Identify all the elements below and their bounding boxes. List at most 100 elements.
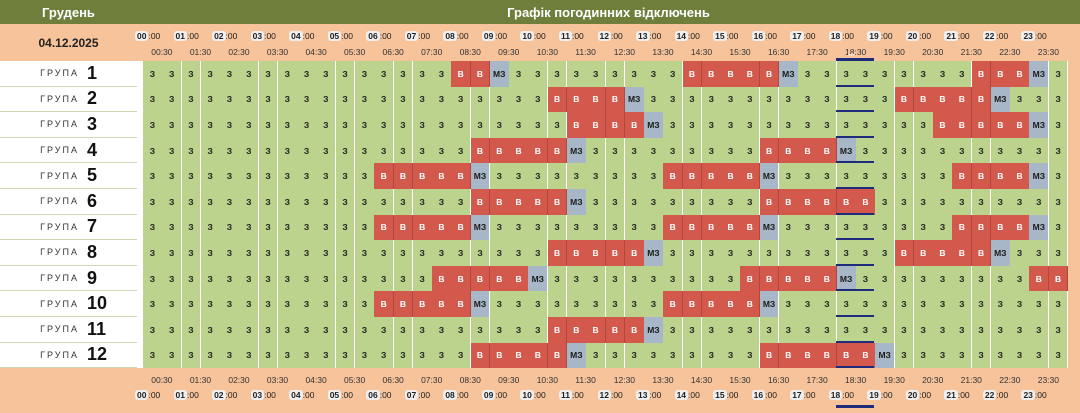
slot-cell[interactable]: З [316,112,337,138]
slot-cell[interactable]: З [875,61,896,87]
slot-cell[interactable]: З [721,342,741,369]
slot-cell[interactable]: З [316,61,337,87]
slot-cell[interactable]: З [489,214,510,241]
slot-cell[interactable]: З [971,342,992,369]
slot-cell[interactable]: З [374,240,395,266]
slot-cell[interactable]: В [1010,214,1030,241]
slot-cell[interactable]: З [393,86,414,113]
slot-cell[interactable]: З [759,86,780,113]
slot-cell[interactable]: З [798,163,818,189]
slot-cell[interactable]: З [509,86,529,113]
slot-cell[interactable]: З [297,240,317,266]
slot-cell[interactable]: В [856,342,876,369]
slot-cell[interactable]: З [682,137,703,164]
slot-cell[interactable]: З [644,86,664,113]
slot-cell[interactable]: З [258,86,279,113]
slot-cell[interactable]: З [990,291,1011,317]
slot-cell[interactable]: З [297,112,317,138]
slot-cell[interactable]: З [335,61,356,87]
slot-cell[interactable]: З [354,342,375,369]
slot-cell[interactable]: В [1010,61,1030,87]
slot-cell[interactable]: З [451,137,472,164]
slot-cell[interactable]: МЗ [759,214,780,241]
slot-cell[interactable]: З [393,189,414,215]
slot-cell[interactable]: З [509,214,529,241]
slot-cell[interactable]: В [913,86,934,113]
group-label[interactable]: ГРУПА 6 [0,189,137,215]
slot-cell[interactable]: З [1010,291,1030,317]
slot-cell[interactable]: В [778,265,799,292]
slot-cell[interactable]: З [778,291,799,317]
slot-cell[interactable]: З [624,163,645,189]
slot-cell[interactable]: В [451,61,472,87]
slot-cell[interactable]: З [566,163,587,189]
slot-cell[interactable]: З [817,163,838,189]
slot-cell[interactable]: З [1029,342,1050,369]
slot-cell[interactable]: З [451,86,472,113]
slot-cell[interactable]: З [586,265,606,292]
slot-cell[interactable]: З [798,214,818,241]
slot-cell[interactable]: В [798,189,818,215]
group-label[interactable]: ГРУПА 7 [0,214,137,241]
slot-cell[interactable]: З [1048,342,1069,369]
slot-cell[interactable]: З [181,265,202,292]
slot-cell[interactable]: З [644,265,664,292]
slot-cell[interactable]: З [316,189,337,215]
slot-cell[interactable]: В [856,189,876,215]
slot-cell[interactable]: З [894,163,915,189]
slot-cell[interactable]: МЗ [990,240,1011,266]
group-label[interactable]: ГРУПА 5 [0,163,137,189]
slot-cell[interactable]: В [701,163,722,189]
slot-cell[interactable]: З [624,189,645,215]
slot-cell[interactable]: МЗ [566,342,587,369]
slot-cell[interactable]: З [489,112,510,138]
slot-cell[interactable]: З [239,137,260,164]
slot-cell[interactable]: В [624,112,645,138]
slot-cell[interactable]: З [258,291,279,317]
slot-cell[interactable]: З [624,214,645,241]
slot-cell[interactable]: З [913,317,934,343]
slot-cell[interactable]: В [817,137,838,164]
slot-cell[interactable]: З [374,86,395,113]
slot-cell[interactable]: З [663,342,684,369]
slot-cell[interactable]: З [836,163,857,189]
slot-cell[interactable]: З [297,317,317,343]
slot-cell[interactable]: В [663,214,684,241]
slot-cell[interactable]: В [952,163,973,189]
slot-cell[interactable]: З [354,61,375,87]
slot-cell[interactable]: МЗ [644,317,664,343]
slot-cell[interactable]: З [374,137,395,164]
slot-cell[interactable]: З [374,189,395,215]
slot-cell[interactable]: В [971,112,992,138]
slot-cell[interactable]: З [721,240,741,266]
slot-cell[interactable]: З [239,86,260,113]
slot-cell[interactable]: З [143,342,163,369]
slot-cell[interactable]: З [277,112,298,138]
slot-cell[interactable]: В [566,86,587,113]
slot-cell[interactable]: В [817,342,838,369]
slot-cell[interactable]: З [1010,317,1030,343]
slot-cell[interactable]: В [624,317,645,343]
slot-cell[interactable]: З [875,189,896,215]
slot-cell[interactable]: З [566,61,587,87]
slot-cell[interactable]: МЗ [470,291,491,317]
slot-cell[interactable]: З [933,137,953,164]
slot-cell[interactable]: З [682,86,703,113]
slot-cell[interactable]: З [509,163,529,189]
slot-cell[interactable]: З [393,240,414,266]
slot-cell[interactable]: З [682,112,703,138]
slot-cell[interactable]: В [432,163,452,189]
slot-cell[interactable]: З [200,342,221,369]
slot-cell[interactable]: З [586,61,606,87]
slot-cell[interactable]: З [990,137,1011,164]
slot-cell[interactable]: З [759,317,780,343]
slot-cell[interactable]: З [721,317,741,343]
slot-cell[interactable]: В [605,112,626,138]
slot-cell[interactable]: В [509,189,529,215]
slot-cell[interactable]: З [624,137,645,164]
slot-cell[interactable]: З [277,317,298,343]
slot-cell[interactable]: З [258,112,279,138]
slot-cell[interactable]: В [566,317,587,343]
slot-cell[interactable]: З [644,163,664,189]
slot-cell[interactable]: В [721,163,741,189]
